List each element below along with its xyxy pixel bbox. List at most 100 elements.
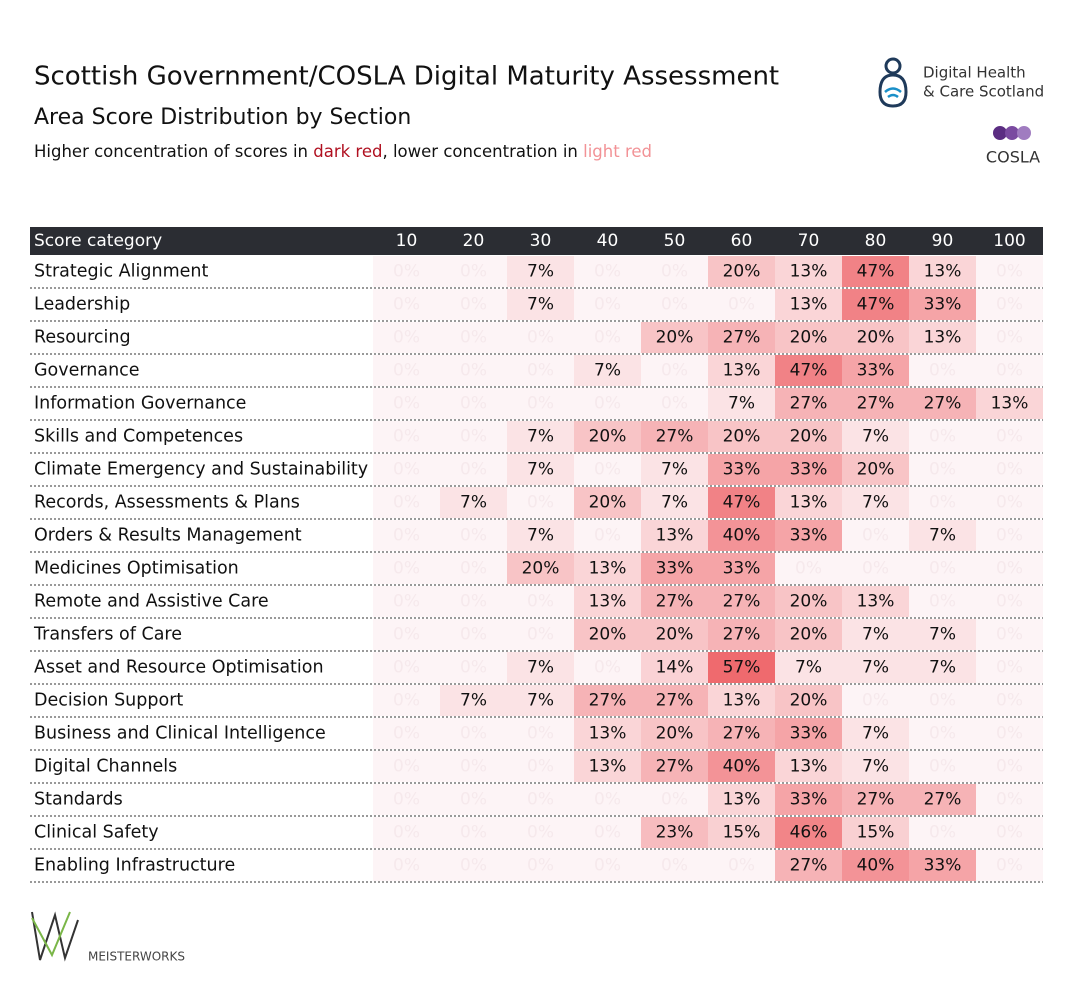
cell-label: 33% xyxy=(790,526,828,546)
cell-label: 0% xyxy=(929,493,956,513)
cell-label: 0% xyxy=(862,691,889,711)
column-label: 40 xyxy=(597,231,619,251)
heat-cell xyxy=(775,355,842,386)
heat-cell xyxy=(909,784,976,815)
row-label: Clinical Safety xyxy=(34,823,159,843)
heat-cell xyxy=(373,751,440,782)
cell-label: 0% xyxy=(996,790,1023,810)
cell-label: 7% xyxy=(527,526,554,546)
cell-label: 0% xyxy=(393,559,420,579)
heat-cell xyxy=(708,322,775,353)
row-label: Digital Channels xyxy=(34,757,177,777)
heat-cell xyxy=(842,256,909,287)
cell-label: 0% xyxy=(996,427,1023,447)
heat-cell xyxy=(708,520,775,551)
heat-cell xyxy=(909,289,976,320)
heat-cell xyxy=(708,289,775,320)
cell-label: 0% xyxy=(594,295,621,315)
heat-cell xyxy=(440,784,507,815)
heat-cell xyxy=(574,553,641,584)
heat-cell xyxy=(440,289,507,320)
heat-cell xyxy=(641,487,708,518)
cell-label: 27% xyxy=(924,790,962,810)
cell-label: 0% xyxy=(929,427,956,447)
heat-cell xyxy=(373,586,440,617)
heat-cell xyxy=(373,487,440,518)
cell-label: 0% xyxy=(460,526,487,546)
row-label: Enabling Infrastructure xyxy=(34,856,235,876)
cell-label: 33% xyxy=(723,460,761,480)
cell-label: 0% xyxy=(393,526,420,546)
heat-cell xyxy=(976,553,1043,584)
heat-cell xyxy=(440,586,507,617)
cell-label: 7% xyxy=(929,658,956,678)
cell-label: 0% xyxy=(393,361,420,381)
cell-label: 0% xyxy=(393,493,420,513)
heat-cell xyxy=(708,817,775,848)
heat-cell xyxy=(708,751,775,782)
heat-cell xyxy=(440,652,507,683)
cell-label: 7% xyxy=(527,460,554,480)
cell-label: 13% xyxy=(924,262,962,282)
maker-logo: MEISTERWORKS xyxy=(31,911,185,964)
cell-label: 0% xyxy=(527,625,554,645)
heat-cell xyxy=(976,619,1043,650)
cell-label: 0% xyxy=(996,328,1023,348)
cell-label: 27% xyxy=(723,592,761,612)
cell-label: 7% xyxy=(594,361,621,381)
heat-cell xyxy=(440,421,507,452)
cell-label: 0% xyxy=(996,625,1023,645)
heat-cell xyxy=(976,850,1043,881)
heat-cell xyxy=(507,289,574,320)
cell-label: 7% xyxy=(527,658,554,678)
heat-cell xyxy=(373,355,440,386)
cell-label: 27% xyxy=(656,592,694,612)
cell-label: 0% xyxy=(460,559,487,579)
cell-label: 7% xyxy=(862,493,889,513)
cell-label: 0% xyxy=(393,790,420,810)
heat-cell xyxy=(775,454,842,485)
heat-cell xyxy=(976,487,1043,518)
heat-cell xyxy=(775,256,842,287)
cell-label: 0% xyxy=(929,592,956,612)
cell-label: 20% xyxy=(790,691,828,711)
cell-label: 0% xyxy=(460,658,487,678)
heat-cell xyxy=(775,289,842,320)
cell-label: 0% xyxy=(929,724,956,744)
cell-label: 0% xyxy=(661,790,688,810)
heat-cell xyxy=(440,685,507,716)
cell-label: 13% xyxy=(723,691,761,711)
cell-label: 20% xyxy=(656,724,694,744)
heat-cell xyxy=(440,817,507,848)
cell-label: 0% xyxy=(460,427,487,447)
heat-cell xyxy=(574,454,641,485)
cell-label: 40% xyxy=(723,526,761,546)
cell-label: 20% xyxy=(589,427,627,447)
cell-label: 20% xyxy=(589,625,627,645)
heat-cell xyxy=(440,355,507,386)
heat-cell xyxy=(842,454,909,485)
cell-label: 20% xyxy=(656,328,694,348)
cell-label: 0% xyxy=(393,262,420,282)
heat-cell xyxy=(641,619,708,650)
cell-label: 13% xyxy=(790,295,828,315)
dhcs-logo: Digital Health & Care Scotland xyxy=(878,57,1044,108)
heat-cell xyxy=(641,784,708,815)
heat-cell xyxy=(775,586,842,617)
heat-cell xyxy=(842,322,909,353)
chart-subtitle: Area Score Distribution by Section xyxy=(34,105,411,130)
cell-label: 47% xyxy=(857,295,895,315)
row-header: Score category xyxy=(34,231,162,251)
heat-cell xyxy=(775,751,842,782)
cell-label: 0% xyxy=(594,658,621,678)
cell-label: 0% xyxy=(661,361,688,381)
cell-label: 0% xyxy=(594,328,621,348)
heat-cell xyxy=(440,520,507,551)
cell-label: 13% xyxy=(589,559,627,579)
heat-cell xyxy=(909,388,976,419)
heat-cell xyxy=(574,355,641,386)
cell-label: 13% xyxy=(924,328,962,348)
cell-label: 13% xyxy=(656,526,694,546)
logo-text: MEISTERWORKS xyxy=(88,950,185,964)
